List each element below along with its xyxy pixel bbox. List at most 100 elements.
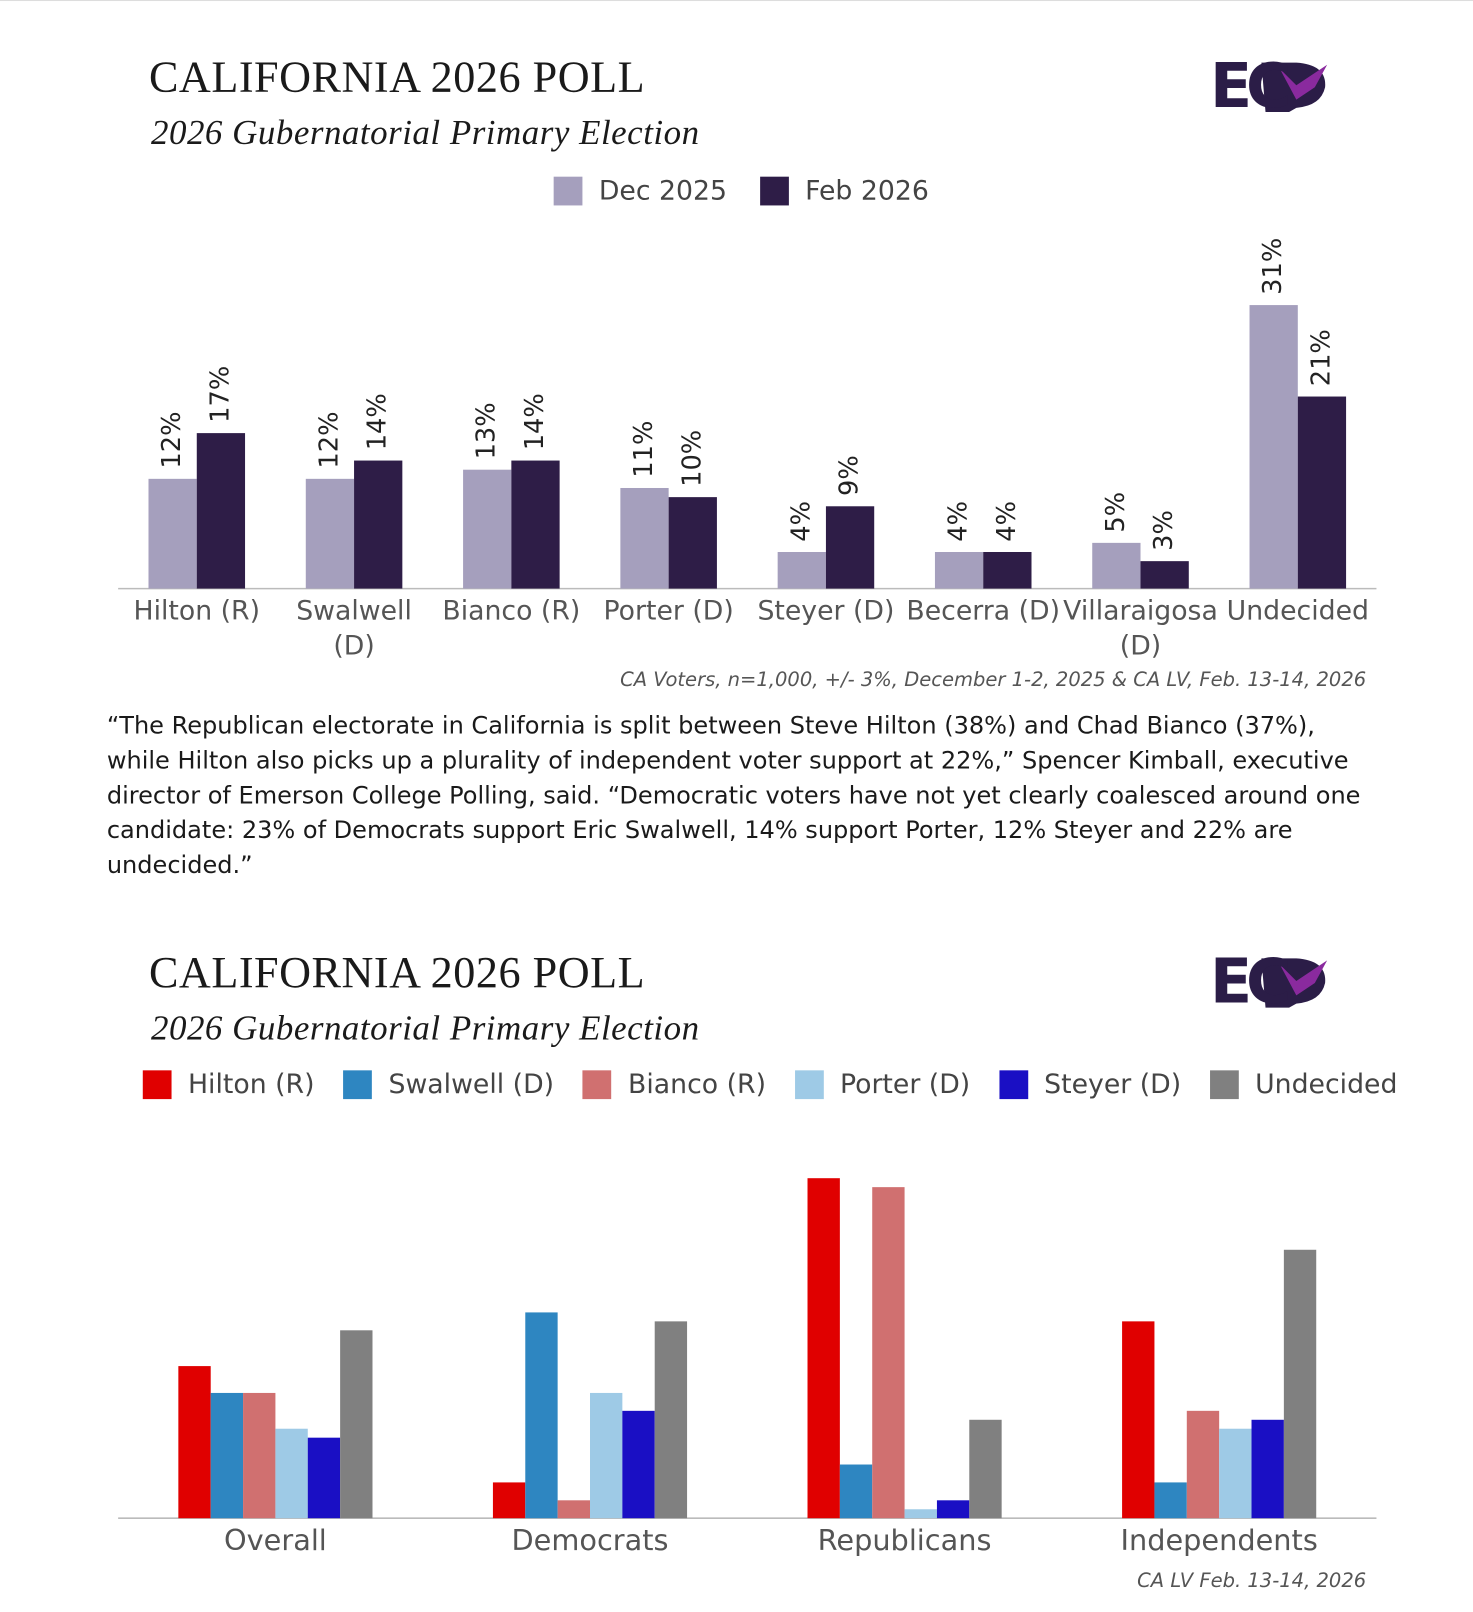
bar — [983, 552, 1032, 589]
bar — [1251, 1419, 1284, 1519]
bar — [557, 1500, 590, 1519]
logo: EC — [1210, 50, 1291, 123]
legend-swatch — [1209, 1070, 1239, 1100]
value-label: 14% — [520, 393, 550, 450]
legend-label: Hilton (R) — [187, 1069, 315, 1101]
bar — [904, 1509, 937, 1519]
value-label: 13% — [472, 402, 502, 459]
legend-swatch — [794, 1070, 824, 1100]
bar — [1219, 1428, 1252, 1519]
bar — [620, 487, 669, 589]
bar — [525, 1312, 558, 1519]
legend-item: Swalwell (D) — [343, 1069, 554, 1100]
x-tick-label: Steyer (D) — [757, 595, 895, 627]
bar — [210, 1392, 244, 1519]
bar — [1249, 305, 1298, 589]
bar — [872, 1187, 905, 1519]
value-label: 10% — [677, 430, 707, 487]
logo-check — [1279, 960, 1328, 996]
x-tick-label: Overall — [224, 1523, 327, 1558]
bar — [243, 1392, 276, 1519]
legend-label: Feb 2026 — [805, 175, 929, 207]
x-tick-label: Bianco (R) — [442, 595, 581, 627]
bar — [178, 1366, 211, 1519]
bar — [807, 1178, 840, 1519]
value-label: 14% — [363, 393, 393, 450]
legend-label: Swalwell (D) — [388, 1069, 555, 1101]
legend-label: Bianco (R) — [628, 1069, 767, 1101]
value-label: 12% — [157, 412, 187, 469]
bar — [196, 433, 246, 589]
value-label: 4% — [992, 501, 1022, 542]
bar — [492, 1482, 526, 1519]
legend-item: Undecided — [1209, 1069, 1398, 1101]
bar — [934, 552, 984, 589]
legend-label: Porter (D) — [839, 1069, 971, 1101]
title: CALIFORNIA 2026 POLL — [148, 53, 646, 102]
bar — [777, 552, 826, 589]
x-tick-label: Democrats — [511, 1523, 669, 1558]
subtitle: 2026 Gubernatorial Primary Election — [150, 114, 700, 153]
bar — [148, 478, 197, 589]
value-label: 4% — [786, 501, 816, 542]
bar — [1140, 561, 1189, 589]
legend: Dec 2025 Feb 2026 — [553, 175, 929, 207]
source-note: CA LV Feb. 13-14, 2026 — [1137, 1569, 1367, 1593]
x-tick-label: Hilton (R) — [133, 595, 261, 627]
legend-label: Steyer (D) — [1044, 1069, 1182, 1101]
bar — [340, 1330, 373, 1519]
legend-item: Feb 2026 — [759, 175, 929, 207]
x-tick-label: Porter (D) — [603, 595, 734, 627]
source-note: CA Voters, n=1,000, +/- 3%, December 1-2… — [620, 668, 1367, 692]
bar — [1186, 1410, 1220, 1519]
value-label: 5% — [1101, 492, 1131, 533]
legend-swatch — [142, 1070, 172, 1100]
bar — [354, 460, 403, 589]
bar — [1154, 1482, 1187, 1519]
bar — [825, 506, 875, 589]
bar — [511, 460, 560, 589]
bar — [307, 1437, 341, 1519]
bar — [936, 1500, 970, 1519]
bar — [969, 1419, 1002, 1519]
x-tick-label: Becerra (D) — [906, 595, 1061, 627]
bar — [668, 497, 717, 589]
value-label: 11% — [629, 421, 659, 478]
legend-item: Dec 2025 — [553, 175, 728, 207]
legend: Hilton (R) Swalwell (D) Bianco (R) Porter (… — [142, 1069, 1398, 1101]
legend-label: Dec 2025 — [598, 175, 728, 207]
bar — [654, 1321, 688, 1519]
bar — [1092, 542, 1141, 589]
legend-swatch — [343, 1070, 373, 1100]
bar — [589, 1392, 623, 1519]
value-label: 12% — [314, 412, 344, 469]
bar — [1122, 1321, 1155, 1519]
logo-check — [1279, 64, 1328, 100]
value-label: 3% — [1149, 510, 1179, 551]
x-tick-label: Villaraigosa (D) — [1063, 595, 1218, 662]
quote: “The Republican electorate in California… — [106, 710, 1361, 880]
value-label: 4% — [944, 501, 974, 542]
logo: EC — [1210, 946, 1291, 1018]
subtitle: 2026 Gubernatorial Primary Election — [150, 1009, 700, 1048]
legend-label: Undecided — [1255, 1069, 1398, 1101]
legend-item: Bianco (R) — [582, 1069, 767, 1101]
value-label: 21% — [1306, 329, 1336, 386]
value-label: 31% — [1258, 238, 1288, 295]
legend-swatch — [553, 176, 583, 206]
value-label: 9% — [835, 455, 865, 496]
legend-item: Porter (D) — [794, 1069, 971, 1101]
x-tick-label: Republicans — [817, 1523, 992, 1558]
bar — [463, 469, 512, 589]
bar — [275, 1428, 308, 1519]
bar — [1297, 396, 1347, 589]
legend-item: Steyer (D) — [998, 1069, 1182, 1101]
x-tick-label: Undecided — [1226, 595, 1369, 627]
bar — [305, 478, 355, 589]
title: CALIFORNIA 2026 POLL — [148, 949, 646, 998]
x-tick-label: Swalwell (D) — [296, 595, 412, 662]
value-label: 17% — [205, 366, 235, 423]
x-tick-label: Independents — [1120, 1523, 1318, 1558]
